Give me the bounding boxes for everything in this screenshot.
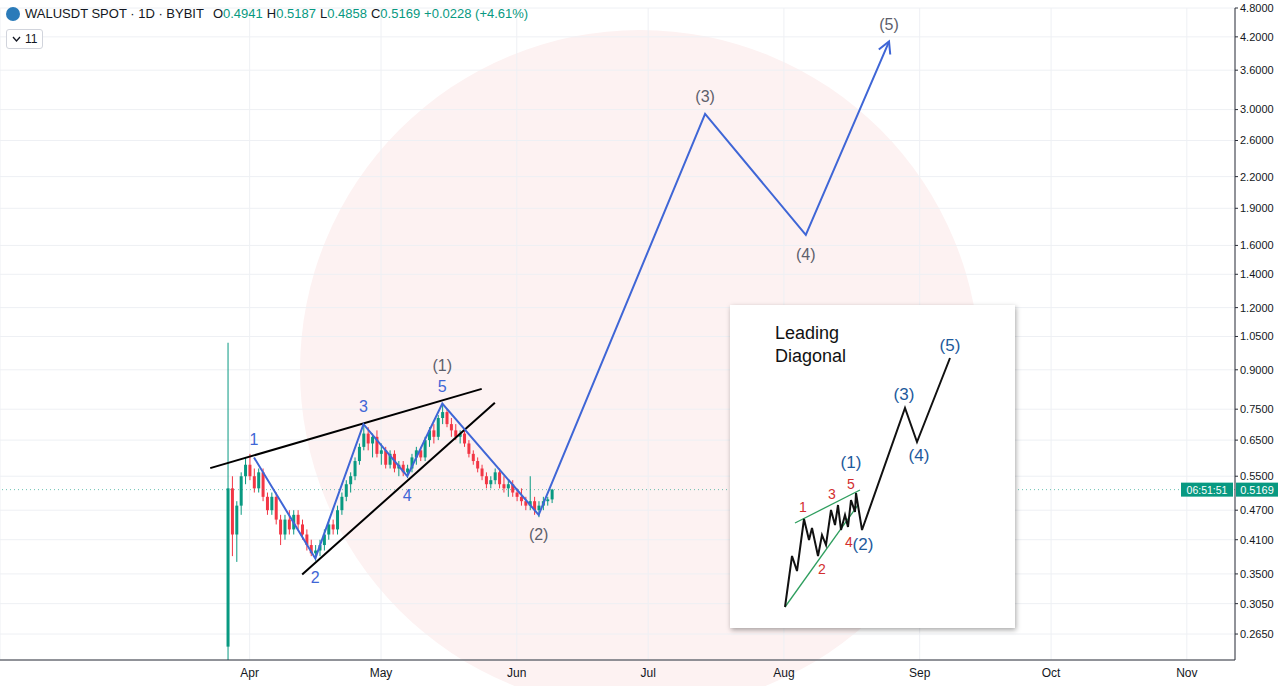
- svg-text:4: 4: [403, 487, 412, 504]
- svg-text:0.2650: 0.2650: [1240, 628, 1274, 640]
- svg-text:(2): (2): [529, 526, 549, 543]
- svg-text:0.5169: 0.5169: [1240, 484, 1274, 496]
- svg-text:1.4000: 1.4000: [1240, 268, 1274, 280]
- svg-text:1.9000: 1.9000: [1240, 202, 1274, 214]
- svg-text:Diagonal: Diagonal: [775, 346, 846, 366]
- svg-text:(3): (3): [695, 88, 715, 105]
- svg-text:06:51:51: 06:51:51: [1187, 484, 1228, 496]
- svg-text:3: 3: [828, 486, 836, 502]
- svg-text:0.6500: 0.6500: [1240, 434, 1274, 446]
- svg-text:5: 5: [438, 378, 447, 395]
- svg-text:(4): (4): [909, 446, 930, 465]
- svg-text:2.2000: 2.2000: [1240, 171, 1274, 183]
- html-text:O 0.4941 H 0.5187 L 0.4858 C 0: O 0.4941 H 0.5187 L 0.4858 C 0.5169 +0.0…: [212, 6, 529, 21]
- svg-text:(1): (1): [433, 357, 453, 374]
- svg-text:4: 4: [845, 533, 853, 550]
- svg-text:1: 1: [250, 431, 259, 448]
- svg-text:2.6000: 2.6000: [1240, 134, 1274, 146]
- svg-text:0.3500: 0.3500: [1240, 568, 1274, 580]
- svg-text:0.9000: 0.9000: [1240, 364, 1274, 376]
- svg-text:Nov: Nov: [1176, 666, 1197, 680]
- svg-text:Apr: Apr: [240, 666, 259, 680]
- svg-text:Oct: Oct: [1042, 666, 1061, 680]
- html-text:WALUSDT SPOT · 1D · BYBIT: WALUSDT SPOT · 1D · BYBIT: [25, 6, 204, 21]
- svg-text:(5): (5): [940, 336, 961, 355]
- svg-text:3.6000: 3.6000: [1240, 64, 1274, 76]
- svg-text:0.3050: 0.3050: [1240, 598, 1274, 610]
- svg-text:3: 3: [359, 398, 368, 415]
- svg-text:Leading: Leading: [775, 323, 839, 343]
- svg-text:0.5500: 0.5500: [1240, 470, 1274, 482]
- svg-text:Aug: Aug: [773, 666, 794, 680]
- svg-text:0.4700: 0.4700: [1240, 504, 1274, 516]
- svg-text:Jul: Jul: [640, 666, 655, 680]
- svg-text:Jun: Jun: [507, 666, 526, 680]
- svg-text:(2): (2): [853, 535, 874, 554]
- svg-text:1.2000: 1.2000: [1240, 302, 1274, 314]
- svg-text:(3): (3): [894, 385, 915, 404]
- svg-text:0.4100: 0.4100: [1240, 534, 1274, 546]
- svg-text:(4): (4): [796, 246, 816, 263]
- svg-text:1.0500: 1.0500: [1240, 330, 1274, 342]
- svg-text:0.7500: 0.7500: [1240, 403, 1274, 415]
- svg-text:4.2000: 4.2000: [1240, 31, 1274, 43]
- html-text:11: 11: [25, 32, 38, 46]
- svg-text:3.0000: 3.0000: [1240, 103, 1274, 115]
- svg-text:1: 1: [799, 499, 807, 515]
- svg-text:2: 2: [818, 561, 826, 577]
- svg-text:May: May: [370, 666, 393, 680]
- svg-text:Sep: Sep: [909, 666, 931, 680]
- svg-text:5: 5: [847, 476, 855, 492]
- svg-text:1.6000: 1.6000: [1240, 239, 1274, 251]
- svg-text:2: 2: [311, 569, 320, 586]
- svg-text:(5): (5): [879, 16, 899, 33]
- svg-text:(1): (1): [841, 453, 862, 472]
- svg-text:4.8000: 4.8000: [1240, 2, 1274, 14]
